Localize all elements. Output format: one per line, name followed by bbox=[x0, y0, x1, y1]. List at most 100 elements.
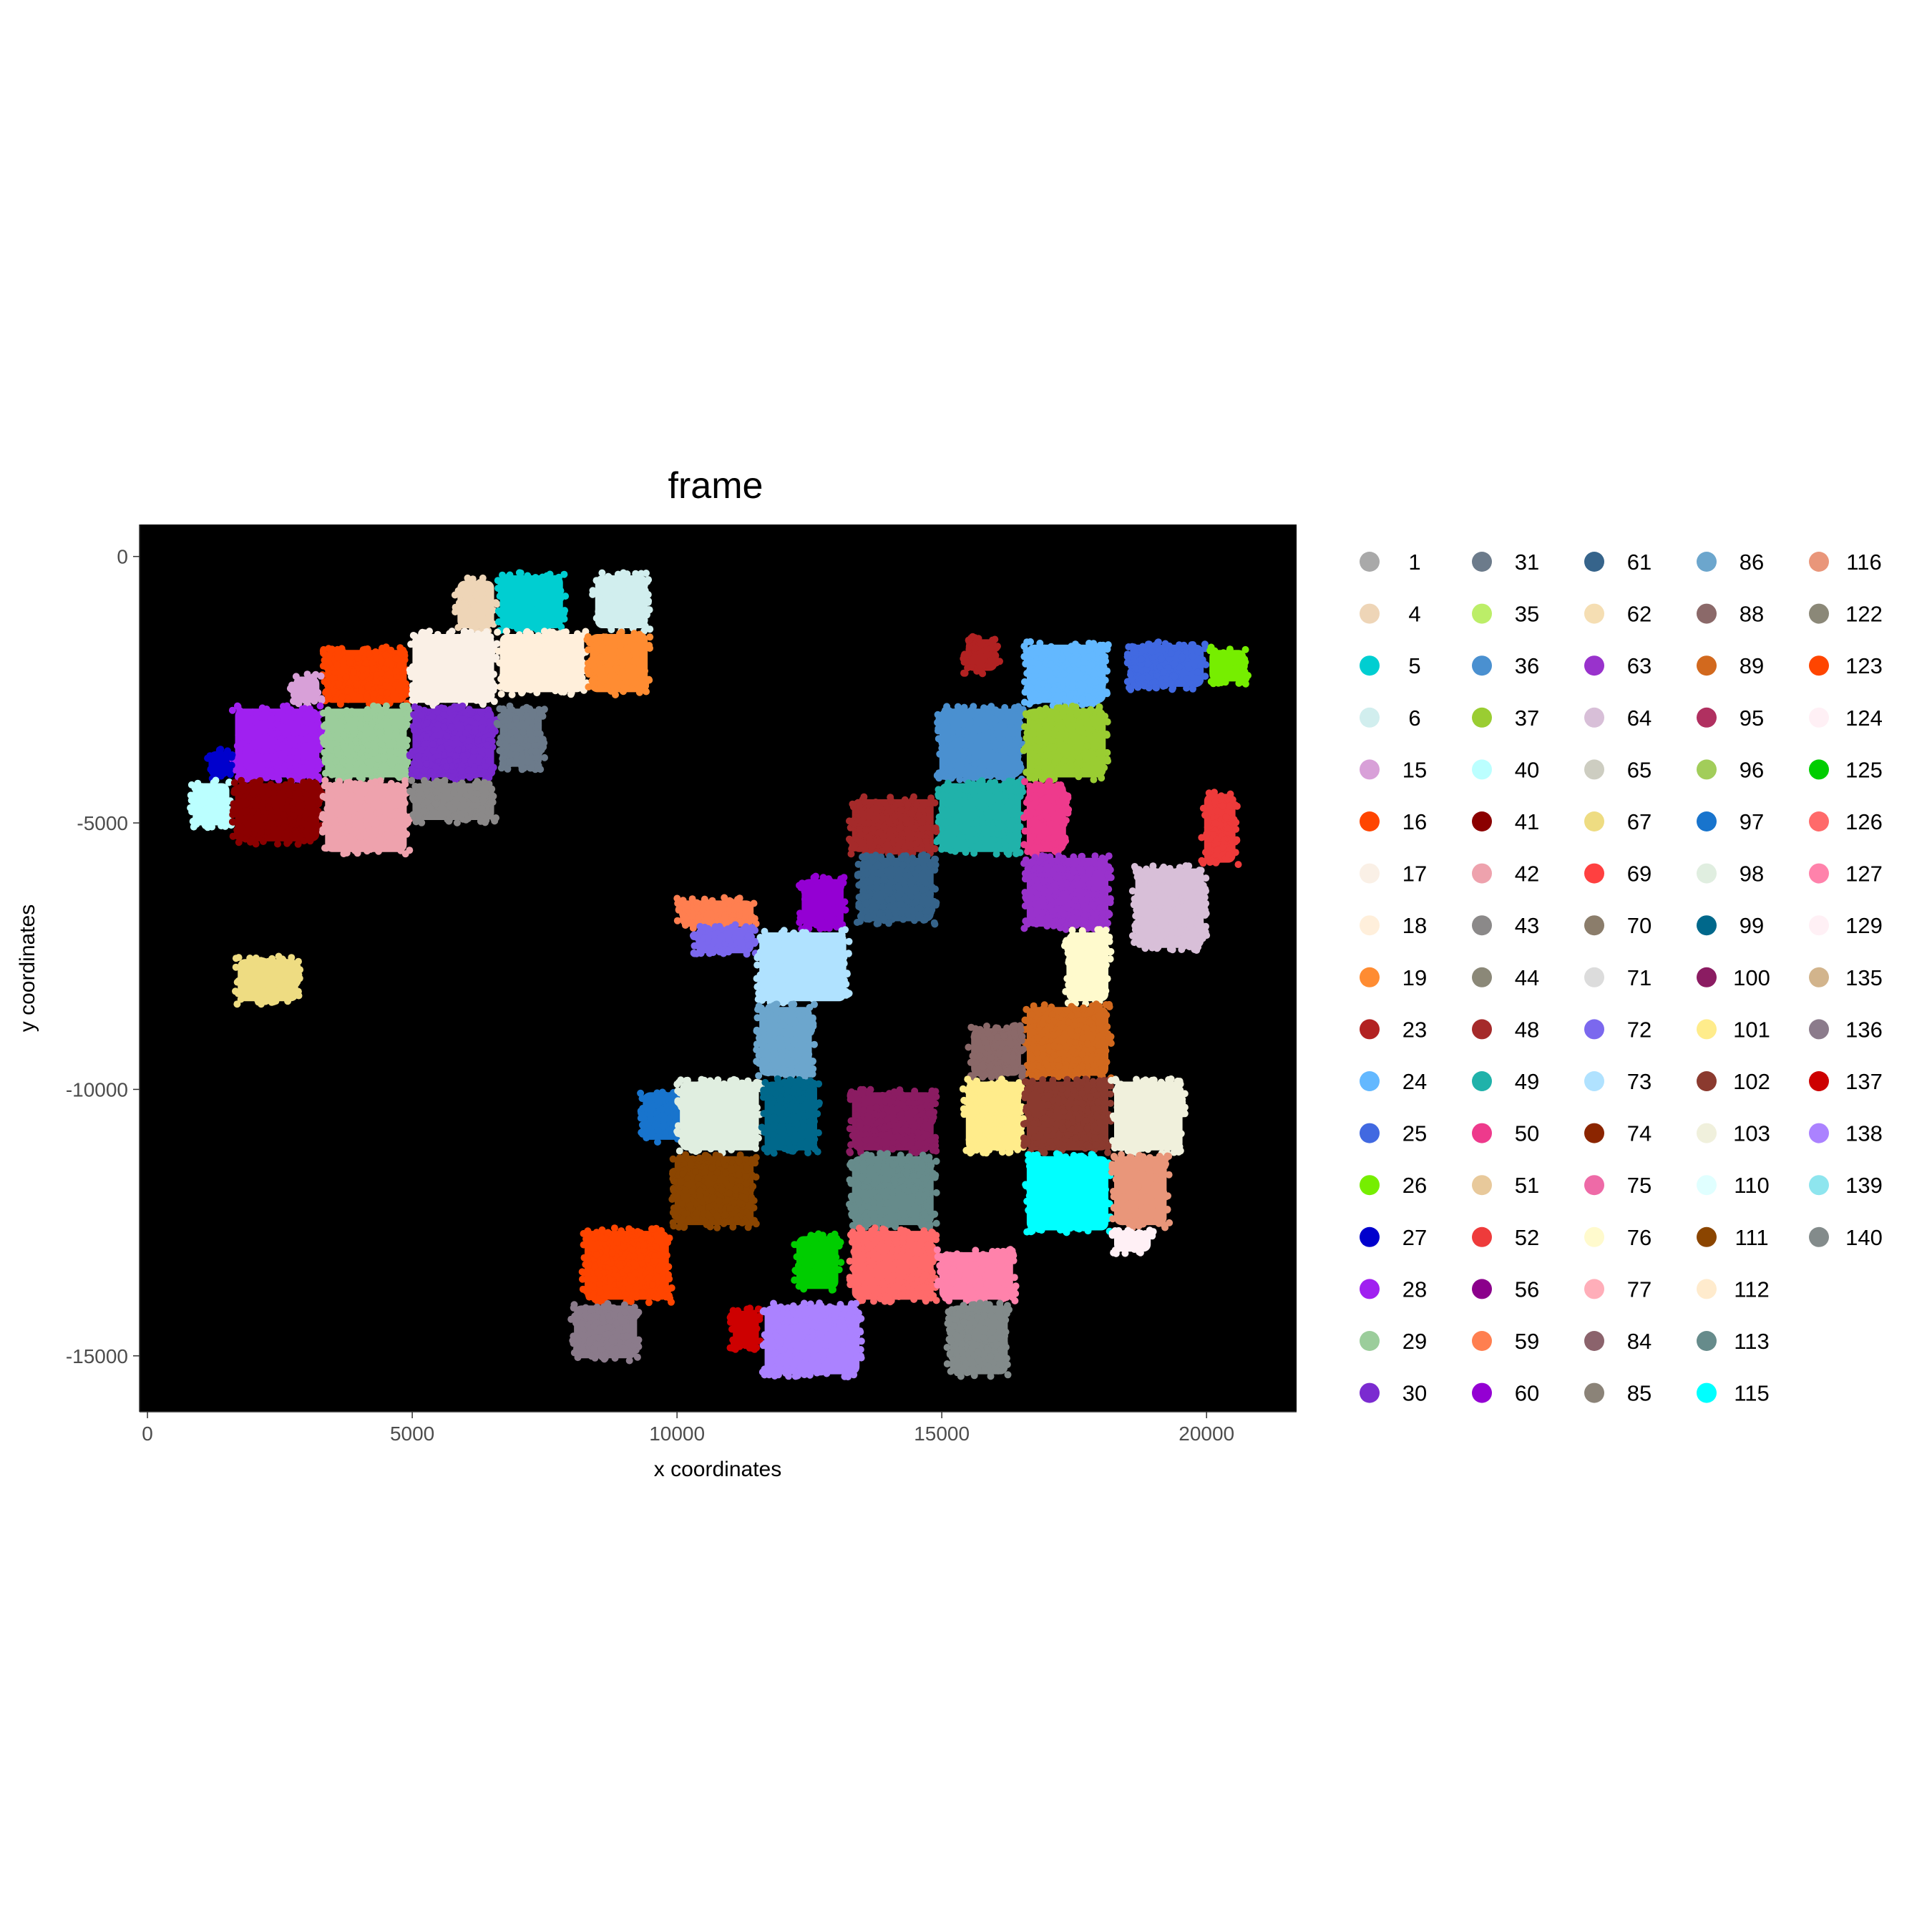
data-point bbox=[924, 806, 932, 814]
data-point bbox=[1054, 765, 1061, 773]
data-point bbox=[332, 757, 340, 765]
data-point bbox=[1174, 867, 1182, 875]
data-point bbox=[286, 721, 294, 728]
data-point bbox=[1099, 659, 1107, 667]
data-point bbox=[1035, 808, 1043, 816]
data-point bbox=[645, 606, 653, 614]
data-point bbox=[475, 754, 483, 762]
data-point bbox=[935, 774, 943, 782]
data-point bbox=[422, 760, 430, 768]
data-point bbox=[839, 879, 847, 887]
data-point bbox=[267, 728, 274, 736]
data-point bbox=[375, 846, 383, 854]
data-point bbox=[507, 751, 515, 758]
data-point bbox=[982, 723, 990, 731]
data-point bbox=[409, 789, 416, 796]
data-point bbox=[1232, 825, 1240, 833]
data-point bbox=[236, 752, 244, 760]
cluster-61 bbox=[853, 851, 940, 928]
data-point bbox=[445, 745, 453, 753]
data-point bbox=[1227, 652, 1234, 660]
data-point bbox=[879, 832, 887, 840]
data-point bbox=[1028, 894, 1035, 902]
data-point bbox=[391, 722, 399, 730]
data-point bbox=[940, 811, 947, 819]
data-point bbox=[443, 763, 450, 771]
data-point bbox=[1233, 836, 1241, 844]
data-points bbox=[187, 569, 1252, 1381]
data-point bbox=[286, 734, 294, 742]
data-point bbox=[1201, 894, 1209, 902]
data-point bbox=[523, 703, 530, 711]
data-point bbox=[1224, 824, 1231, 832]
data-point bbox=[404, 721, 411, 728]
data-point bbox=[437, 744, 445, 752]
data-point bbox=[312, 670, 320, 678]
data-point bbox=[518, 635, 526, 643]
data-point bbox=[610, 643, 618, 650]
data-point bbox=[364, 758, 372, 766]
data-point bbox=[484, 706, 492, 714]
data-point bbox=[413, 655, 421, 663]
data-point bbox=[557, 615, 565, 623]
data-point bbox=[386, 839, 394, 847]
data-point bbox=[922, 837, 930, 845]
data-point bbox=[1241, 668, 1249, 675]
data-point bbox=[646, 633, 654, 641]
data-point bbox=[843, 970, 851, 977]
data-point bbox=[225, 779, 233, 786]
data-point bbox=[445, 817, 453, 825]
data-point bbox=[756, 934, 764, 941]
data-point bbox=[1073, 766, 1081, 774]
data-point bbox=[263, 747, 270, 755]
data-point bbox=[1066, 692, 1074, 700]
data-point bbox=[1166, 945, 1174, 953]
data-point bbox=[558, 657, 566, 665]
data-point bbox=[394, 770, 402, 778]
data-point bbox=[457, 658, 465, 666]
data-point bbox=[1044, 683, 1052, 691]
data-point bbox=[464, 815, 472, 823]
data-point bbox=[887, 797, 895, 805]
data-point bbox=[960, 705, 968, 713]
data-point bbox=[1237, 653, 1245, 661]
data-point bbox=[1132, 665, 1140, 673]
data-point bbox=[538, 584, 546, 592]
data-point bbox=[593, 667, 600, 675]
data-point bbox=[957, 736, 965, 743]
data-point bbox=[1226, 663, 1234, 670]
data-point bbox=[1199, 659, 1206, 667]
data-point bbox=[482, 816, 490, 824]
data-point bbox=[630, 630, 638, 638]
data-point bbox=[832, 957, 840, 965]
data-point bbox=[326, 781, 333, 789]
data-point bbox=[1124, 653, 1132, 661]
data-point bbox=[1241, 658, 1249, 666]
data-point bbox=[696, 922, 704, 930]
data-point bbox=[438, 663, 446, 671]
data-point bbox=[1073, 709, 1080, 716]
data-point bbox=[504, 647, 511, 655]
data-point bbox=[873, 884, 881, 892]
data-point bbox=[506, 702, 514, 710]
data-point bbox=[1173, 879, 1181, 887]
data-point bbox=[364, 753, 371, 761]
data-point bbox=[1051, 758, 1059, 766]
data-point bbox=[1012, 829, 1020, 836]
data-point bbox=[217, 746, 225, 753]
data-point bbox=[904, 897, 911, 905]
data-point bbox=[932, 824, 940, 832]
data-point bbox=[987, 714, 995, 722]
data-point bbox=[1177, 926, 1185, 934]
data-point bbox=[356, 833, 364, 841]
data-point bbox=[364, 822, 372, 830]
data-point bbox=[630, 611, 638, 619]
data-point bbox=[1085, 693, 1093, 701]
data-point bbox=[343, 849, 351, 857]
data-point bbox=[1169, 686, 1176, 693]
data-point bbox=[1085, 678, 1093, 686]
data-point bbox=[516, 708, 524, 716]
data-point bbox=[484, 757, 492, 765]
data-point bbox=[365, 650, 373, 658]
data-point bbox=[274, 729, 282, 737]
